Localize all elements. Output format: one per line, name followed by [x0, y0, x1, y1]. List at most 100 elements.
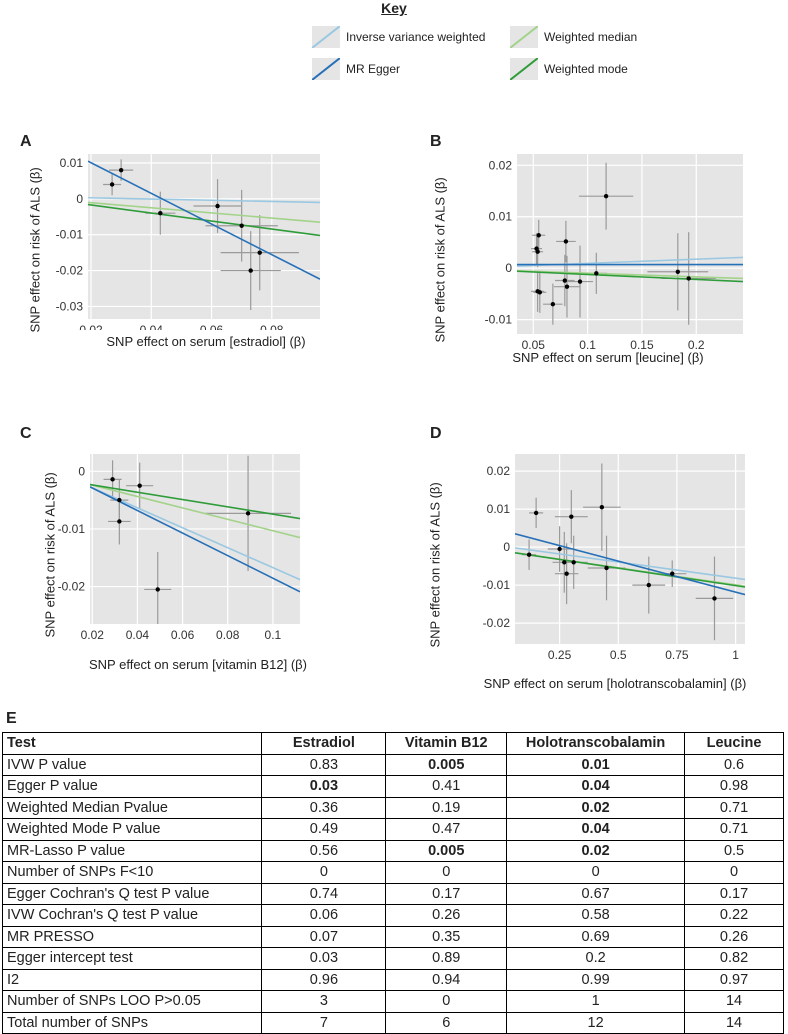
table-cell: 0.94	[385, 968, 508, 991]
regression-line-inverse-variance-weighted	[88, 196, 320, 204]
table-cell: 0.19	[385, 796, 508, 819]
table-row: Egger Cochran's Q test P value 0.74 0.17 0.…	[1, 882, 784, 905]
table-cell: 0.71	[684, 796, 784, 819]
snp-point	[158, 210, 163, 216]
table-row: IVW Cochran's Q test P value 0.06 0.26 0.58…	[1, 904, 784, 927]
table-cell: 0.26	[684, 925, 784, 948]
table-cell: 0	[385, 861, 508, 884]
regression-line-weighted-mode	[515, 552, 745, 588]
x-tick-label: 0.25	[548, 648, 572, 662]
table-cell: 0.49	[261, 818, 387, 841]
table-cell: 0.89	[385, 947, 508, 970]
x-tick-label: 0.1	[265, 628, 282, 642]
regression-line-weighted-mode	[90, 483, 300, 520]
x-tick-label: 0.02	[81, 628, 105, 642]
snp-point	[670, 571, 675, 576]
panel-d-xlabel: SNP effect on serum [holotranscobalamin]…	[483, 676, 747, 691]
table-row: Weighted Median Pvalue 0.36 0.19 0.02 0.71	[1, 796, 784, 819]
table-row: Weighted Mode P value 0.49 0.47 0.04 0.71	[1, 818, 784, 841]
panel-d-ylabel: SNP effect on risk of ALS (β)	[427, 482, 443, 648]
regression-line-mr-egger	[515, 533, 745, 596]
snp-point	[577, 279, 583, 284]
table-cell: 0.35	[385, 925, 508, 948]
snp-point	[248, 268, 253, 273]
table-cell: 0.04	[506, 818, 686, 841]
key-label-wmode: Weighted mode	[544, 62, 628, 76]
column-header: Leucine	[684, 732, 784, 755]
row-label: MR-Lasso P value	[1, 839, 263, 862]
panel-d-letter: D	[430, 425, 442, 442]
table-cell: 0.005	[385, 753, 508, 776]
y-tick-label: -0.03	[56, 299, 84, 313]
row-label: Number of SNPs LOO P>0.05	[1, 990, 263, 1013]
regression-line-weighted-median	[88, 201, 320, 223]
key-item-wmedian: Weighted median	[510, 24, 637, 50]
snp-point	[533, 510, 539, 516]
row-label: IVW Cochran's Q test P value	[1, 904, 263, 927]
snp-point	[117, 497, 122, 503]
x-tick-label: 0.05	[522, 338, 546, 352]
table-cell: 0.5	[684, 839, 784, 862]
table-cell: 7	[261, 1011, 387, 1034]
regression-line-weighted-median	[90, 483, 300, 539]
x-tick-label: 0.08	[260, 323, 284, 330]
table-cell: 0.97	[684, 968, 784, 991]
y-tick-label: 0.01	[60, 156, 84, 170]
row-label: MR PRESSO	[1, 925, 263, 948]
x-tick-label: 1	[732, 648, 739, 662]
y-tick-label: 0.01	[487, 502, 511, 516]
row-label: Total number of SNPs	[1, 1011, 263, 1034]
plot-data-area	[515, 463, 745, 641]
row-label: Weighted Median Pvalue	[1, 796, 263, 819]
snp-point	[564, 284, 570, 289]
x-tick-label: 0.5	[610, 648, 627, 662]
row-label: Weighted Mode P value	[1, 818, 263, 841]
key-item-egger: MR Egger	[312, 56, 485, 82]
table-cell: 1	[506, 990, 686, 1013]
panel-a-xlabel: SNP effect on serum [estradiol] (β)	[106, 334, 306, 349]
snp-point	[562, 560, 567, 565]
plot-data-area	[88, 159, 320, 311]
row-label: Egger intercept test	[1, 947, 263, 970]
table-cell: 0.02	[506, 839, 686, 862]
snp-point	[569, 514, 574, 519]
snp-point	[557, 546, 562, 552]
wmedian-swatch-icon	[510, 26, 538, 48]
y-tick-label: 0	[505, 261, 512, 275]
panel-b-letter: B	[430, 133, 442, 150]
snp-point	[686, 276, 691, 281]
key-item-ivw: Inverse variance weighted	[312, 24, 485, 50]
table-row: Number of SNPs F<10 0 0 0 0	[1, 861, 784, 884]
y-tick-label: -0.02	[56, 264, 84, 278]
row-label: Egger Cochran's Q test P value	[1, 882, 263, 905]
snp-point	[245, 511, 251, 516]
table-cell: 0.005	[385, 839, 508, 862]
y-tick-label: -0.01	[56, 228, 84, 242]
table-cell: 0.22	[684, 904, 784, 927]
panel-b-xlabel: SNP effect on serum [leucine] (β)	[512, 350, 704, 365]
regression-line-weighted-median	[517, 269, 743, 280]
table-cell: 14	[684, 990, 784, 1013]
x-tick-label: 0.06	[200, 323, 224, 330]
panel-a-plot: 0.01 0 -0.01 -0.02 -0.03 0.02 0.04 0.06 0.08	[56, 154, 320, 330]
panel-b-ylabel: SNP effect on risk of ALS (β)	[432, 177, 448, 343]
table-cell: 0.47	[385, 818, 508, 841]
x-tick-label: 0.75	[665, 648, 689, 662]
snp-point	[599, 505, 605, 510]
plot-data-area	[90, 455, 300, 624]
y-tick-label: 0	[78, 464, 85, 478]
table-header-row: Test Estradiol Vitamin B12 Holotranscobalam…	[1, 732, 784, 755]
snp-point	[604, 565, 609, 571]
snp-point	[571, 560, 576, 565]
table-cell: 0.69	[506, 925, 686, 948]
table-cell: 0.04	[506, 775, 686, 798]
table-cell: 0	[684, 861, 784, 884]
results-table: Test Estradiol Vitamin B12 Holotranscobalam…	[1, 732, 784, 1034]
y-tick-label: 0.01	[489, 210, 513, 224]
table-cell: 0.06	[261, 904, 387, 927]
regression-line-mr-egger	[90, 486, 300, 593]
key-left-column: Inverse variance weighted MR Egger	[312, 24, 485, 82]
table-row: MR-Lasso P value 0.56 0.005 0.02 0.5	[1, 839, 784, 862]
snp-point	[675, 269, 681, 274]
table-cell: 0	[261, 861, 387, 884]
